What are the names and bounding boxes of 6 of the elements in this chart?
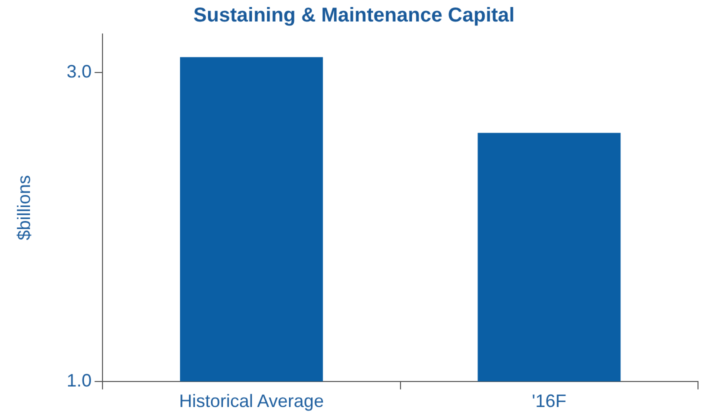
x-tick-label: '16F (532, 391, 566, 412)
y-axis-title: $billions (14, 175, 34, 240)
x-tick-label: Historical Average (179, 391, 324, 412)
y-tick-label: 1.0 (66, 370, 92, 390)
chart-title: Sustaining & Maintenance Capital (193, 4, 515, 27)
y-tick-label: 3.0 (66, 62, 92, 82)
